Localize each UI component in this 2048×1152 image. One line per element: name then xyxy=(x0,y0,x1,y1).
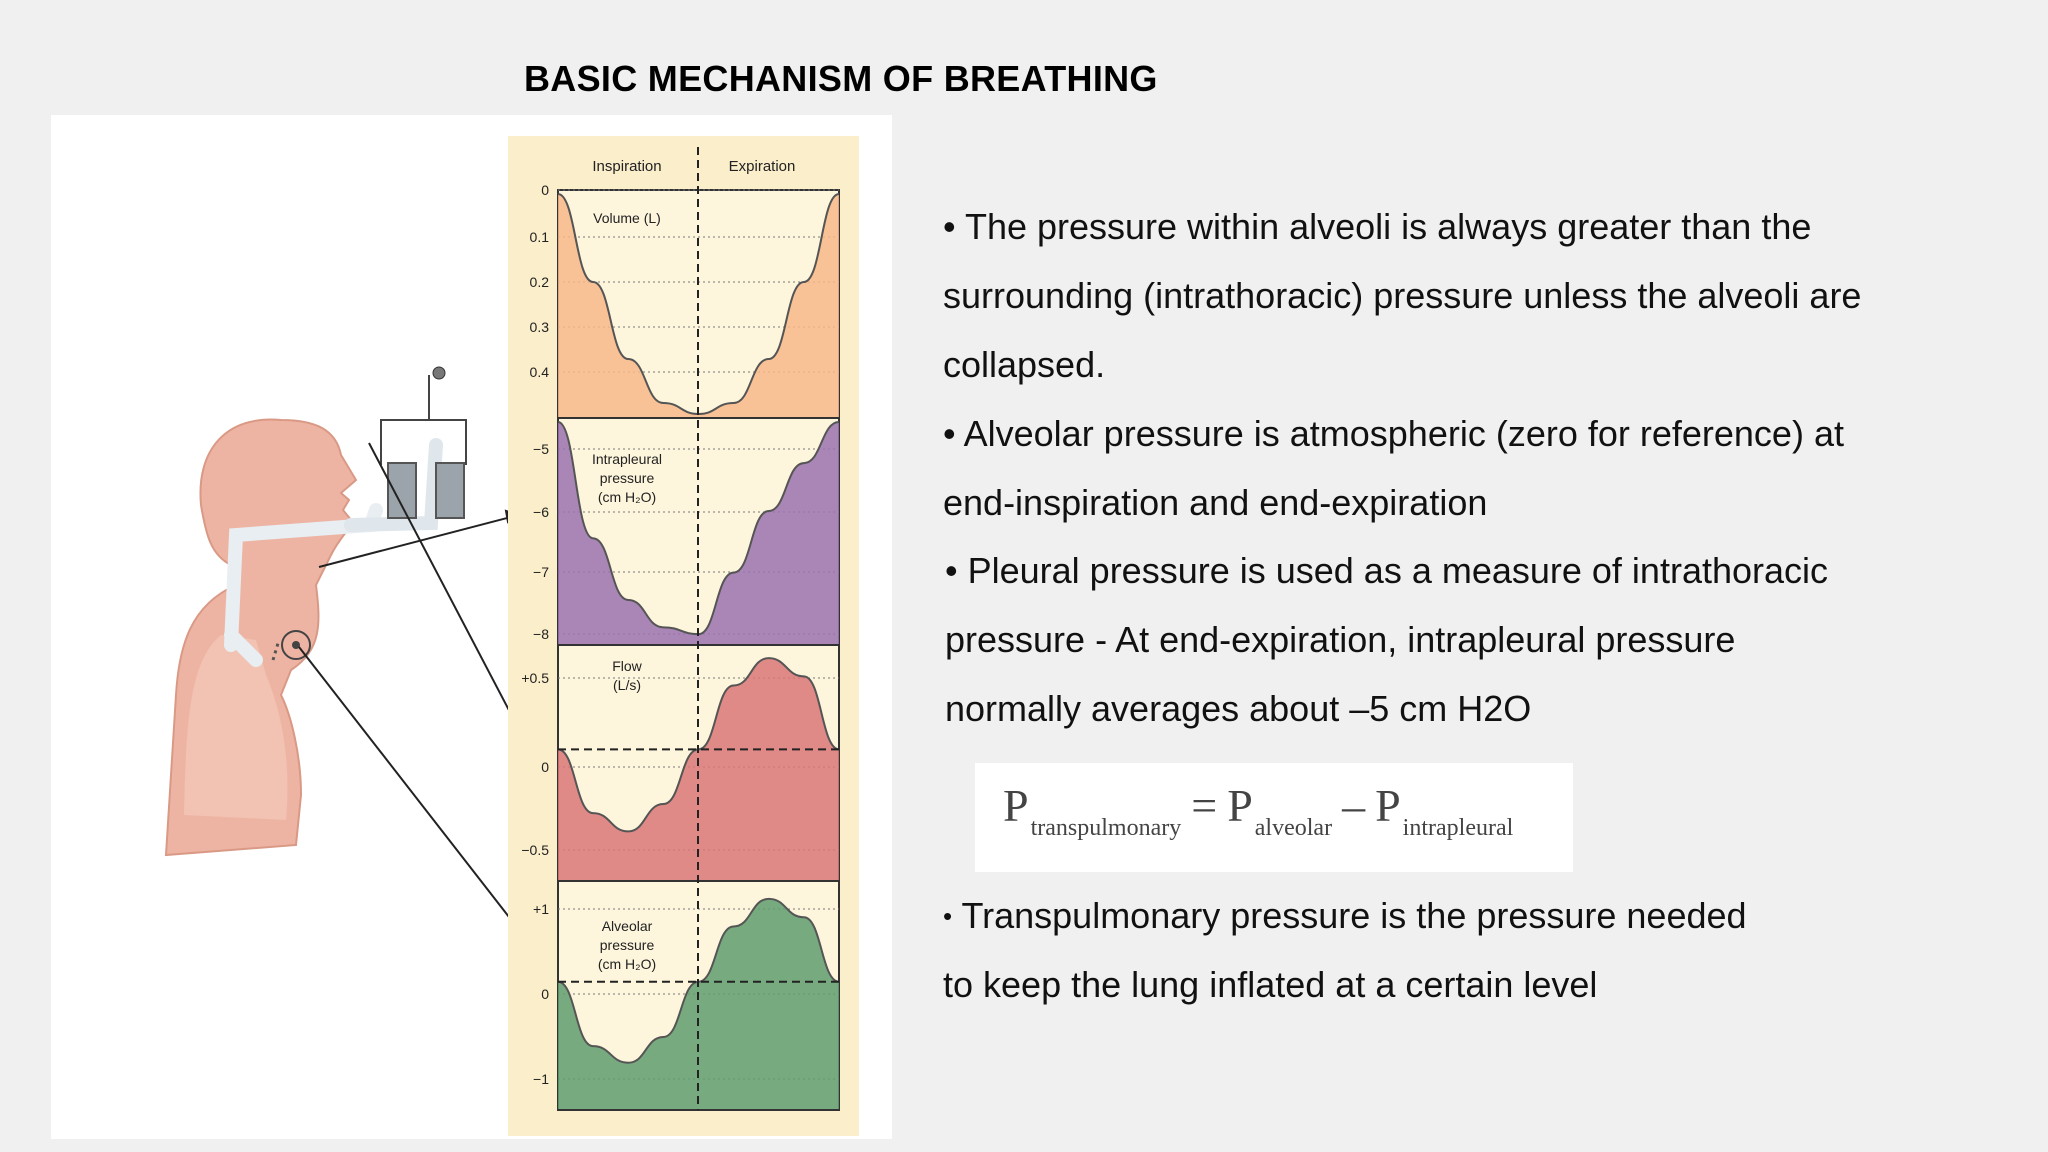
eq-term-2-sub: intrapleural xyxy=(1402,815,1514,841)
tick-label-1-3: −8 xyxy=(533,626,549,642)
bullet-3-line-1: • Pleural pressure is used as a measure … xyxy=(945,550,1829,591)
bullet-4-line-1: • Transpulmonary pressure is the pressur… xyxy=(943,894,1747,938)
bullet-1-line-3: collapsed. xyxy=(943,344,1106,385)
tick-label-1-0: −5 xyxy=(533,441,549,457)
alveolus-icon xyxy=(281,630,311,660)
panel-label-3-0: Alveolar xyxy=(602,918,653,934)
panel-label-3-1: pressure xyxy=(600,937,655,953)
panel-label-2-1: (L/s) xyxy=(613,677,641,693)
bullet-4-line-2: to keep the lung inflated at a certain l… xyxy=(943,964,1598,1005)
lung-shape xyxy=(184,635,288,820)
equation-box: Ptranspulmonary = Palveolar – Pintrapleural xyxy=(975,763,1573,872)
panel-label-3-2: (cm H₂O) xyxy=(598,956,656,972)
mouthpiece xyxy=(344,438,443,532)
bullet-3-line-2: pressure - At end-expiration, intrapleur… xyxy=(945,619,1736,660)
bullet-3-line-3: normally averages about –5 cm H2O xyxy=(945,688,1532,729)
phase-label-expiration: Expiration xyxy=(729,158,796,175)
panel-label-1-1: pressure xyxy=(600,470,655,486)
figure-panel: Inspiration Expiration 0 0.1 0.2 0.3 0.4 Volu… xyxy=(51,115,892,1139)
panel-label-1-2: (cm H₂O) xyxy=(598,489,656,505)
eq-term-2: P xyxy=(1375,780,1401,831)
series-area-2 xyxy=(558,658,839,880)
chart-panels: 0 0.1 0.2 0.3 0.4 Volume (L) −5 −6 −7 −8 Intrapleu… xyxy=(521,182,840,1111)
panel-label-2-0: Flow xyxy=(612,658,642,674)
bullet-1-line-1: • The pressure within alveoli is always … xyxy=(943,206,1812,247)
bullet-2-line-1: • Alveolar pressure is atmospheric (zero… xyxy=(943,413,1844,454)
transpulmonary-equation: Ptranspulmonary = Palveolar – Pintrapleural xyxy=(1003,779,1513,842)
tick-label-3-1: 0 xyxy=(541,986,549,1002)
alveolus-core xyxy=(292,641,300,649)
tick-label-0-2: 0.2 xyxy=(530,274,550,290)
bullet-4-text-1: Transpulmonary pressure is the pressure … xyxy=(961,895,1747,936)
eq-minus: – xyxy=(1342,780,1366,831)
tick-label-0-3: 0.3 xyxy=(530,319,550,335)
tick-label-0-4: 0.4 xyxy=(530,364,550,380)
torso-illustration xyxy=(164,366,531,946)
spirometer-pulley xyxy=(432,366,446,380)
tick-label-2-2: −0.5 xyxy=(521,842,549,858)
spirometer-tank-2 xyxy=(435,462,465,519)
spirometer-frame xyxy=(380,375,467,465)
panel-label-0-0: Volume (L) xyxy=(593,210,661,226)
series-area-1 xyxy=(558,422,839,644)
eq-lhs-sub: transpulmonary xyxy=(1030,815,1182,841)
tick-label-1-1: −6 xyxy=(533,504,549,520)
bullet-4-marker: • xyxy=(943,901,953,931)
phase-label-inspiration: Inspiration xyxy=(592,158,661,175)
eq-term-1-sub: alveolar xyxy=(1254,815,1333,841)
panel-label-1-0: Intrapleural xyxy=(592,451,662,467)
tick-label-2-1: 0 xyxy=(541,759,549,775)
eq-lhs: P xyxy=(1003,780,1029,831)
tick-label-2-0: +0.5 xyxy=(521,670,549,686)
eq-term-1: P xyxy=(1227,780,1253,831)
bullet-1-line-2: surrounding (intrathoracic) pressure unl… xyxy=(943,275,1862,316)
tick-label-1-2: −7 xyxy=(533,564,549,580)
slide-title: BASIC MECHANISM OF BREATHING xyxy=(524,58,1158,99)
series-area-3 xyxy=(558,898,839,1109)
tick-label-0-0: 0 xyxy=(541,182,549,198)
tick-label-0-1: 0.1 xyxy=(530,229,550,245)
spirometer-tank-1 xyxy=(387,462,417,519)
series-area-0 xyxy=(558,194,839,417)
tick-label-3-2: −1 xyxy=(533,1071,549,1087)
bullet-2-line-2: end-inspiration and end-expiration xyxy=(943,482,1488,523)
eq-equals: = xyxy=(1191,780,1218,831)
breathing-figure: Inspiration Expiration 0 0.1 0.2 0.3 0.4 Volu… xyxy=(164,136,859,1136)
tick-label-3-0: +1 xyxy=(533,901,549,917)
